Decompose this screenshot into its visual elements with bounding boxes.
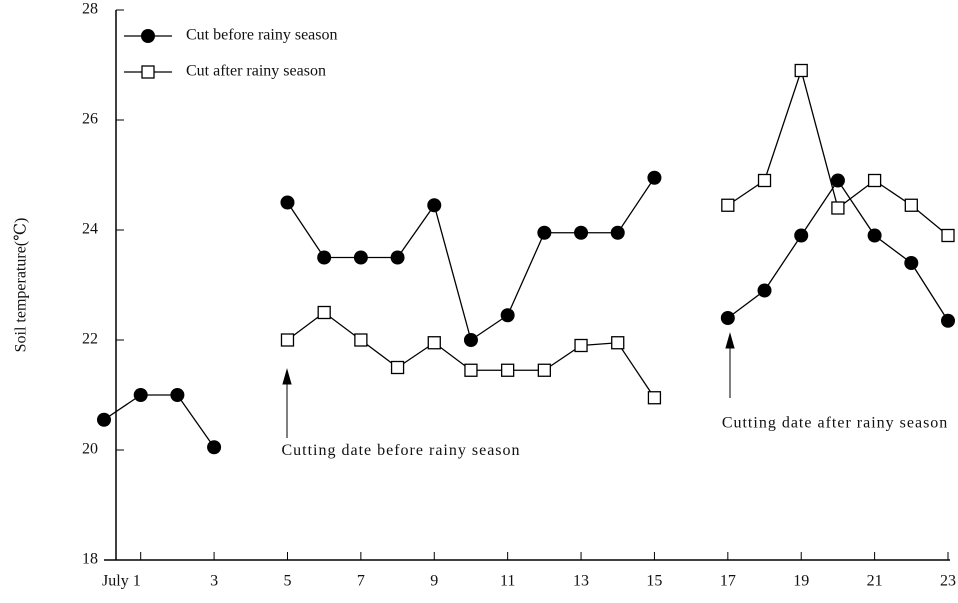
arrow-head: [282, 368, 292, 385]
point: [904, 256, 919, 270]
x-tick-label: 5: [283, 573, 291, 590]
point: [610, 225, 625, 240]
point: [427, 198, 442, 213]
legend-label: Cut before rainy season: [186, 27, 338, 44]
point: [831, 201, 845, 215]
point: [904, 198, 918, 212]
series-line: [103, 177, 949, 448]
point: [427, 336, 441, 350]
point: [317, 305, 331, 320]
y-tick-label: 28: [82, 1, 98, 18]
point: [867, 228, 882, 243]
y-tick-label: 22: [82, 331, 98, 348]
point: [757, 283, 772, 298]
point: [97, 412, 111, 427]
x-tick-label: July 1: [102, 573, 141, 590]
x-tick-label: 17: [720, 573, 736, 590]
legend-marker: [141, 65, 155, 79]
point: [611, 336, 625, 350]
x-tick-label: 7: [357, 573, 365, 590]
point: [941, 313, 955, 328]
y-tick-label: 20: [82, 441, 98, 458]
point: [354, 333, 368, 347]
point: [574, 338, 588, 353]
x-tick-label: 9: [430, 573, 438, 590]
arrows: [282, 332, 735, 438]
point: [207, 440, 222, 455]
point: [317, 250, 332, 265]
legend-marker: [141, 29, 155, 43]
point: [830, 173, 845, 188]
x-tick-label: 15: [646, 573, 662, 590]
x-tick-label: 3: [210, 573, 218, 590]
point: [280, 195, 295, 210]
annotation: Cutting date before rainy season: [281, 442, 520, 459]
point: [794, 228, 809, 243]
point: [537, 363, 551, 377]
point: [464, 363, 478, 377]
point: [133, 388, 148, 402]
point: [574, 225, 589, 240]
point: [757, 173, 772, 188]
point: [390, 360, 405, 375]
arrow-head: [725, 332, 735, 349]
x-tick-label: 19: [793, 573, 809, 590]
point: [537, 225, 552, 240]
annotation: Cutting date after rainy season: [722, 415, 949, 432]
point: [720, 311, 735, 325]
y-axis-label: Soil temperature(℃): [13, 218, 30, 353]
point: [463, 333, 478, 347]
y-tick-label: 26: [82, 111, 98, 128]
point: [867, 173, 882, 188]
x-tick-label: 11: [500, 573, 515, 590]
x-tick-label: 21: [867, 573, 883, 590]
point: [170, 388, 185, 402]
point: [647, 391, 662, 405]
point: [647, 170, 662, 185]
legend-label: Cut after rainy season: [186, 63, 326, 80]
y-tick-label: 18: [82, 551, 98, 568]
point: [500, 308, 515, 323]
point: [794, 63, 808, 78]
point: [941, 228, 955, 243]
x-tick-label: 23: [940, 573, 956, 590]
point: [353, 250, 368, 265]
x-tick-label: 13: [573, 573, 589, 590]
point: [280, 333, 295, 347]
point: [501, 363, 515, 377]
y-tick-label: 24: [82, 221, 98, 238]
point: [721, 198, 735, 212]
point: [390, 250, 405, 265]
